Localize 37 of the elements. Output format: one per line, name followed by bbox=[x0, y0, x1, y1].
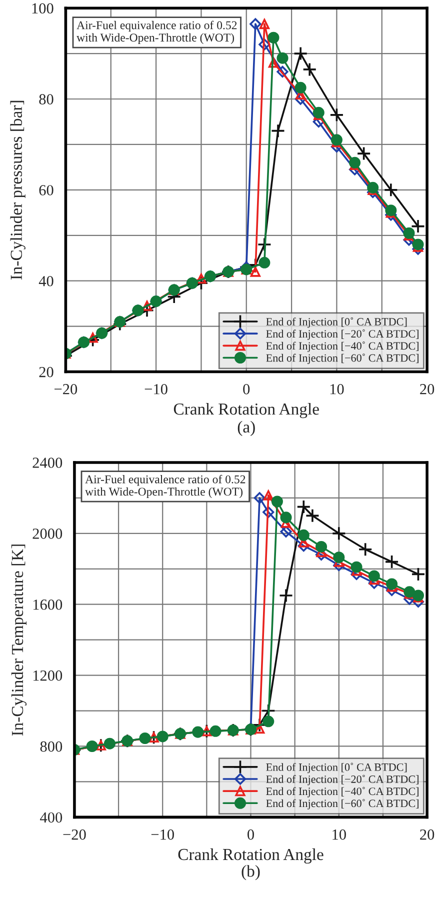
y-tick-label: 2400 bbox=[32, 458, 62, 468]
x-tick-label: 10 bbox=[332, 829, 346, 840]
y-tick-label: 400 bbox=[40, 812, 62, 823]
y-tick-label: 100 bbox=[32, 3, 54, 14]
y-tick-label: 2000 bbox=[32, 528, 62, 539]
y-axis-title: In-Cylinder pressures [bar] bbox=[10, 100, 26, 280]
legend-label: End of Injection [−20˚ CA BTDC] bbox=[266, 329, 418, 340]
x-axis-title: Crank Rotation Angle bbox=[178, 848, 324, 864]
x-tick-label: 10 bbox=[330, 384, 344, 394]
legend-label: End of Injection [−60˚ CA BTDC] bbox=[266, 798, 418, 810]
annotation: Air-Fuel equivalence ratio of 0.52 with Wide-Open-Throttle (WOT) bbox=[85, 474, 246, 498]
x-tick-label: −10 bbox=[151, 829, 174, 840]
annotation: Air-Fuel equivalence ratio of 0.52 with Wide-Open-Throttle (WOT) bbox=[76, 20, 237, 44]
x-tick-label: 0 bbox=[248, 829, 254, 840]
x-tick-label: −20 bbox=[63, 829, 86, 840]
legend-label: End of Injection [0˚ CA BTDC] bbox=[266, 762, 407, 774]
y-axis-title: In-Cylinder Temperature [K] bbox=[11, 544, 27, 736]
legend-label: End of Injection [−40˚ CA BTDC] bbox=[266, 786, 418, 798]
text: (b) bbox=[242, 865, 260, 880]
legend-label: End of Injection [0˚ CA BTDC] bbox=[266, 317, 407, 328]
x-tick-label: 0 bbox=[243, 384, 250, 394]
y-tick-label: 80 bbox=[39, 94, 54, 104]
y-tick-label: 1600 bbox=[33, 599, 62, 610]
x-tick-label: 20 bbox=[420, 829, 434, 840]
legend-label: End of Injection [−40˚ CA BTDC] bbox=[266, 342, 418, 352]
y-tick-label: 20 bbox=[39, 366, 54, 378]
x-tick-label: 20 bbox=[420, 384, 434, 394]
x-tick-label: −20 bbox=[54, 384, 78, 394]
legend-label: End of Injection [−20˚ CA BTDC] bbox=[266, 774, 418, 786]
y-tick-label: 40 bbox=[38, 276, 54, 286]
x-axis-title: Crank Rotation Angle bbox=[174, 402, 319, 418]
y-tick-label: 60 bbox=[39, 185, 54, 196]
text: (a) bbox=[238, 420, 255, 436]
x-tick-label: −10 bbox=[144, 384, 168, 394]
legend-label: End of Injection [−60˚ CA BTDC] bbox=[266, 354, 418, 364]
y-tick-label: 1200 bbox=[33, 670, 62, 681]
y-tick-label: 800 bbox=[40, 741, 62, 752]
